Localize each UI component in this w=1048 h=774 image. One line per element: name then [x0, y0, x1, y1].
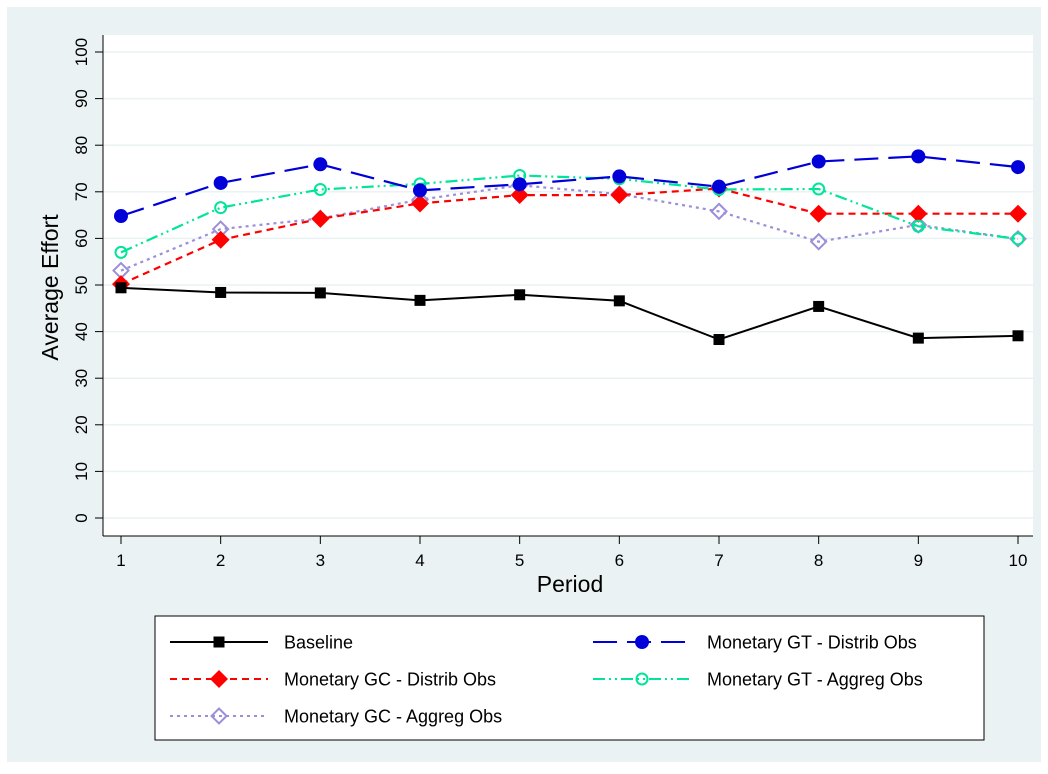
data-point-marker [314, 287, 326, 299]
data-point-marker [215, 286, 227, 298]
data-point-marker [712, 179, 726, 194]
series-0 [115, 282, 1024, 346]
data-point-marker [1012, 330, 1024, 342]
x-tick-label: 10 [1009, 551, 1028, 570]
data-point-marker [313, 182, 327, 196]
data-point-marker [512, 177, 527, 192]
data-point-marker [809, 232, 828, 251]
data-point-marker [809, 204, 828, 223]
x-tick-label: 3 [316, 551, 325, 570]
series-lines [112, 149, 1027, 346]
x-tick-label: 9 [914, 551, 923, 570]
axes: 0 10 20 30 40 50 60 70 80 90 100 1 2 3 4 5 6 7 8 9 10 [72, 35, 1033, 570]
y-tick-label: 20 [72, 415, 91, 434]
data-point-marker [510, 186, 529, 205]
legend-item: Monetary GT - Distrib Obs [593, 633, 917, 653]
legend-item: Baseline [170, 633, 353, 653]
data-point-marker [1011, 160, 1025, 175]
data-point-marker [613, 295, 625, 307]
x-axis-title: Period [537, 571, 603, 597]
x-tick-label: 8 [814, 551, 823, 570]
data-point-marker [1009, 204, 1027, 223]
x-tick-label: 4 [415, 551, 424, 570]
x-tick-label: 6 [615, 551, 624, 570]
legend-swatch-marker [210, 670, 228, 688]
data-point-marker [313, 157, 328, 172]
data-point-marker [411, 194, 429, 213]
data-point-marker [213, 175, 228, 190]
data-point-marker [812, 182, 826, 196]
data-point-marker [909, 204, 928, 223]
data-point-marker [710, 202, 728, 221]
legend-label: Monetary GT - Distrib Obs [707, 633, 917, 653]
data-point-marker [413, 183, 427, 198]
series-line [120, 187, 1018, 286]
y-tick-label: 70 [72, 182, 91, 201]
data-point-marker [214, 201, 228, 215]
data-point-marker [115, 282, 127, 294]
data-point-marker [114, 209, 128, 224]
x-tick-label: 5 [515, 551, 524, 570]
grid-lines [103, 51, 1033, 519]
legend-label: Monetary GC - Aggreg Obs [284, 707, 502, 727]
data-point-marker [610, 186, 629, 205]
legend-swatch-marker [213, 636, 225, 648]
y-axis-title: Average Effort [37, 214, 63, 361]
legend-label: Monetary GC - Distrib Obs [284, 670, 496, 690]
x-tick-label: 7 [714, 551, 723, 570]
data-point-marker [514, 289, 526, 301]
legend-label: Monetary GT - Aggreg Obs [707, 670, 923, 690]
legend-item: Monetary GC - Aggreg Obs [170, 707, 502, 727]
legend: Baseline Monetary GT - Distrib Obs Monetar… [154, 615, 985, 741]
x-tick-label: 1 [116, 551, 125, 570]
legend-swatch-marker [635, 672, 649, 686]
data-point-marker [612, 169, 627, 184]
legend-item: Monetary GC - Distrib Obs [170, 670, 496, 690]
y-tick-label: 0 [72, 513, 91, 522]
legend-swatch-marker [635, 635, 649, 649]
data-point-marker [911, 149, 926, 164]
data-point-marker [912, 332, 924, 344]
legend-box [154, 615, 985, 741]
data-point-marker [311, 209, 330, 228]
data-point-marker [713, 334, 725, 346]
series-line [120, 174, 1019, 254]
y-tick-label: 100 [72, 38, 91, 66]
y-tick-label: 80 [72, 136, 91, 155]
series-line [120, 155, 1019, 218]
y-tick-label: 50 [72, 276, 91, 295]
y-tick-label: 40 [72, 322, 91, 341]
y-tick-label: 90 [72, 89, 91, 108]
legend-item: Monetary GT - Aggreg Obs [593, 670, 923, 690]
data-point-marker [811, 154, 826, 169]
legend-label: Baseline [284, 633, 353, 653]
data-point-marker [1011, 232, 1025, 246]
data-point-marker [813, 300, 825, 312]
data-point-marker [414, 294, 426, 306]
series-line [120, 286, 1019, 341]
legend-swatch-marker [210, 707, 228, 725]
series-1 [114, 149, 1025, 224]
data-point-marker [911, 219, 925, 233]
y-tick-label: 60 [72, 229, 91, 248]
data-point-marker [114, 245, 128, 259]
y-tick-label: 30 [72, 369, 91, 388]
x-tick-label: 2 [216, 551, 225, 570]
y-tick-label: 10 [72, 462, 91, 481]
data-point-marker [211, 230, 230, 249]
